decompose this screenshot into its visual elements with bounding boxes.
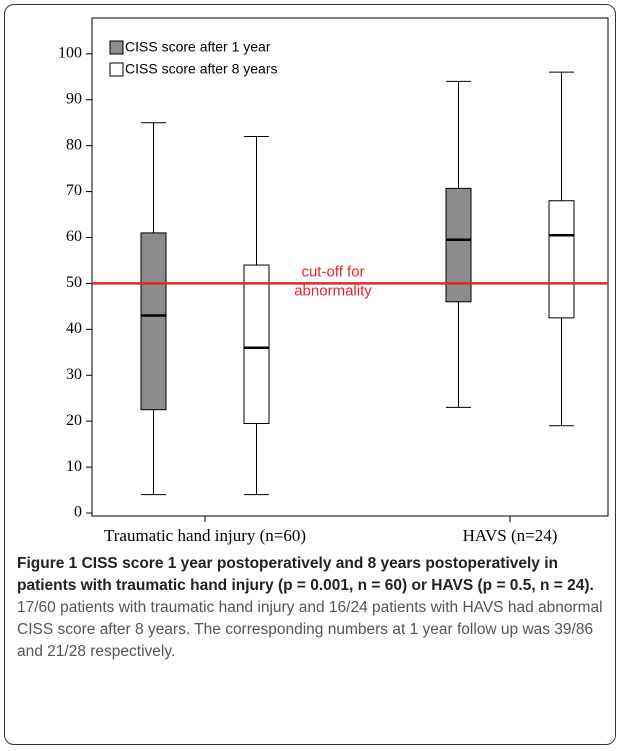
- figure-frame: [4, 4, 616, 745]
- chart: 0 10 20 30 40 50 60 70 80 90 100 Traumatic hand inj…: [58, 17, 609, 545]
- legend-label: CISS score after 1 year: [125, 39, 271, 55]
- legend-swatch: [109, 62, 124, 77]
- y-tick-label: 30: [66, 366, 82, 383]
- box: [140, 232, 167, 411]
- caption-title: Figure 1 CISS score 1 year postoperative…: [17, 555, 594, 594]
- caption: Figure 1 CISS score 1 year postoperative…: [17, 553, 609, 663]
- box: [445, 187, 472, 303]
- y-tick-label: 60: [66, 228, 82, 245]
- plot-frame: [91, 17, 609, 517]
- reference-label: cut-off for: [301, 263, 364, 280]
- box: [548, 200, 575, 319]
- caption-text: 17/60 patients with traumatic hand injur…: [17, 599, 603, 660]
- x-tick-label: HAVS (n=24): [463, 526, 558, 545]
- x-tick-label: Traumatic hand injury (n=60): [104, 526, 306, 545]
- y-tick-label: 10: [66, 458, 82, 475]
- y-tick-label: 80: [66, 136, 82, 153]
- legend-label: CISS score after 8 years: [125, 61, 278, 77]
- y-tick-label: 20: [66, 412, 82, 429]
- y-tick-label: 0: [74, 504, 82, 521]
- box: [243, 264, 270, 424]
- y-tick-label: 50: [66, 274, 82, 291]
- y-tick-label: 40: [66, 320, 82, 337]
- reference-label: abnormality: [294, 282, 372, 299]
- y-tick-label: 100: [58, 44, 82, 61]
- legend-swatch: [109, 40, 124, 55]
- y-tick-label: 90: [66, 90, 82, 107]
- y-tick-label: 70: [66, 182, 82, 199]
